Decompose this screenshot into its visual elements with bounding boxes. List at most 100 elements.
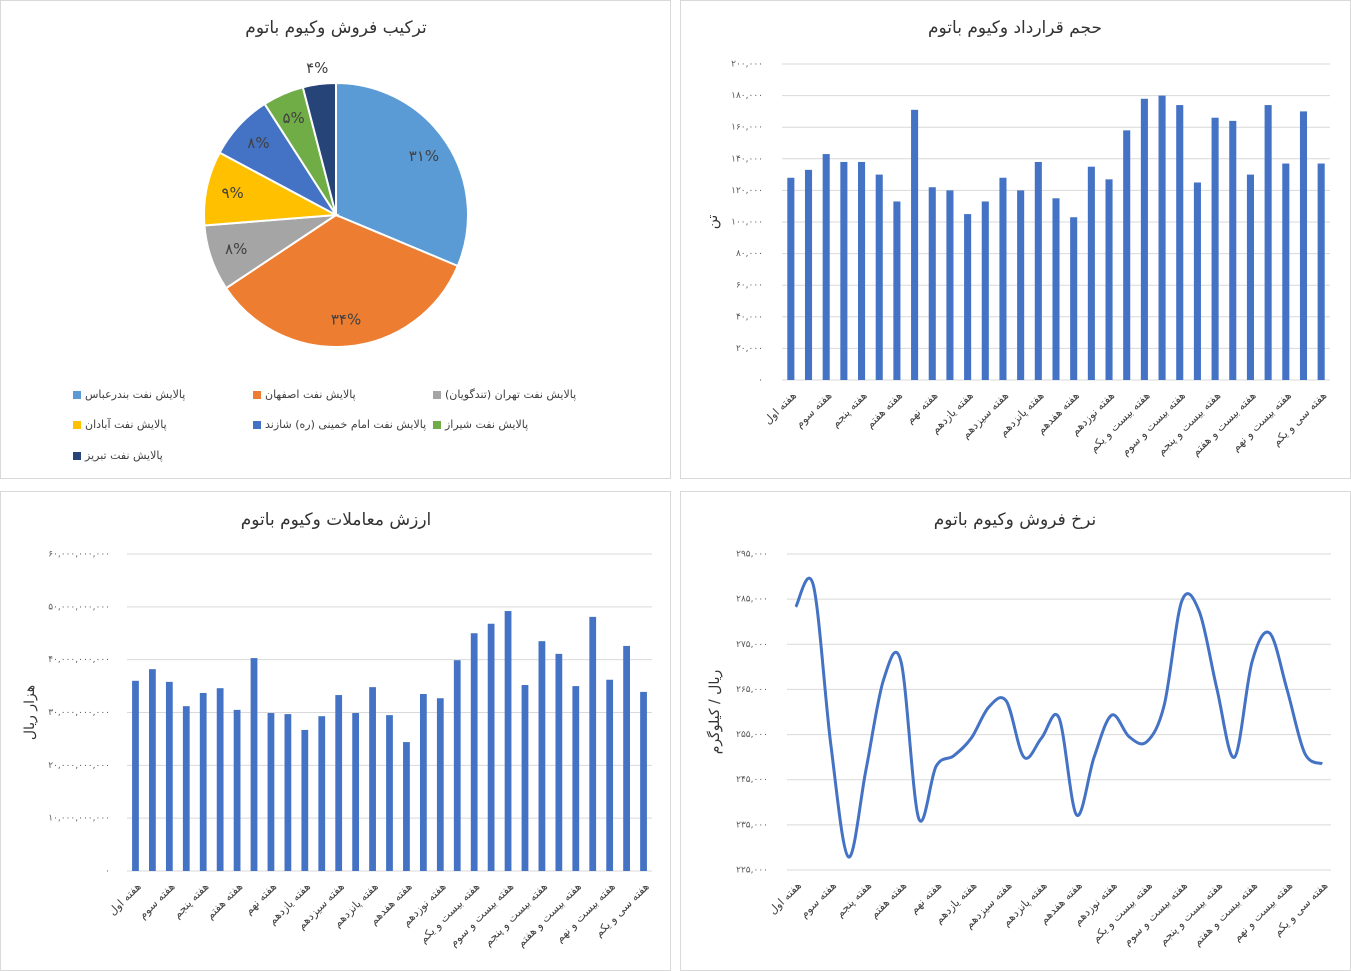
- y-tick-label: ۴۰,۰۰۰: [736, 312, 763, 322]
- y-tick-label: ۲۷۵,۰۰۰: [736, 640, 768, 650]
- bar: [182, 706, 190, 871]
- bar: [165, 681, 173, 871]
- y-axis-label: هزار ریال: [22, 685, 38, 740]
- bar: [1176, 105, 1184, 380]
- bar: [555, 653, 563, 871]
- bar: [216, 688, 224, 871]
- bar: [1229, 120, 1237, 380]
- bar: [335, 695, 343, 871]
- bar: [1123, 130, 1131, 380]
- bar: [787, 177, 795, 380]
- y-tick-label: ۱۲۰,۰۰۰: [731, 186, 763, 196]
- bar: [1052, 198, 1060, 380]
- legend-label: پالایش نفت امام خمینی (ره) شازند: [265, 418, 426, 431]
- bar: [981, 201, 989, 380]
- y-tick-label: ۶۰,۰۰۰,۰۰۰,۰۰۰: [48, 550, 110, 560]
- bar: [858, 161, 866, 380]
- bar: [911, 109, 919, 380]
- y-tick-label: ۱۰۰,۰۰۰: [731, 218, 763, 228]
- bar: [875, 174, 883, 380]
- bar: [1105, 179, 1113, 380]
- bar: [538, 641, 546, 871]
- data-label: ۸%: [247, 134, 269, 152]
- bar: [589, 616, 597, 871]
- bar: [640, 691, 647, 871]
- bar: [233, 709, 241, 871]
- bar: [804, 169, 813, 380]
- legend-label: پالایش نفت تهران (تندگویان): [445, 388, 576, 401]
- bar: [470, 633, 478, 871]
- legend-marker: [253, 421, 261, 429]
- y-axis-label: ریال / کیلوگرم: [706, 670, 723, 755]
- bar: [1140, 98, 1148, 380]
- y-tick-label: ۲۰,۰۰۰,۰۰۰,۰۰۰: [48, 761, 110, 771]
- bar: [403, 742, 410, 871]
- bar: [521, 685, 529, 871]
- bar: [999, 177, 1007, 380]
- pie-slice: [301, 81, 337, 216]
- legend-label: پالایش نفت شیراز: [444, 418, 528, 431]
- y-tick-label: ۲۳۵,۰۰۰: [736, 820, 768, 830]
- y-tick-label: ۱۴۰,۰۰۰: [731, 154, 763, 164]
- y-tick-label: ۱۶۰,۰۰۰: [731, 123, 763, 133]
- bar: [1070, 217, 1078, 380]
- bar: [1246, 174, 1254, 380]
- y-tick-label: ۱۰,۰۰۰,۰۰۰,۰۰۰: [48, 814, 110, 824]
- y-tick-label: ۲۸۵,۰۰۰: [736, 595, 768, 605]
- bar: [1317, 163, 1325, 380]
- legend-label: پالایش نفت اصفهان: [265, 388, 356, 401]
- y-tick-label: ۵۰,۰۰۰,۰۰۰,۰۰۰: [48, 602, 110, 612]
- y-axis-label: تن: [705, 215, 721, 230]
- y-tick-label: ۰: [758, 376, 763, 386]
- y-tick-label: ۲۰,۰۰۰: [736, 344, 763, 354]
- y-tick-label: ۰: [105, 867, 110, 877]
- legend-label: پالایش نفت تبریز: [84, 449, 163, 462]
- bar: [606, 679, 614, 871]
- chart-title: ارزش معاملات وکیوم باتوم: [241, 510, 432, 530]
- legend-marker: [73, 421, 81, 429]
- legend-marker: [253, 391, 261, 399]
- y-tick-label: ۲۹۵,۰۰۰: [736, 550, 768, 560]
- bar: [1193, 182, 1201, 380]
- bar: [267, 713, 275, 871]
- data-label: ۵%: [283, 109, 305, 127]
- bar: [893, 201, 901, 380]
- bar: [1034, 161, 1042, 380]
- chart-title: ترکیب فروش وکیوم باتوم: [245, 18, 427, 38]
- y-tick-label: ۴۰,۰۰۰,۰۰۰,۰۰۰: [48, 655, 110, 665]
- bar: [1158, 95, 1166, 380]
- line: [794, 576, 1324, 859]
- bar: [386, 715, 393, 871]
- legend-marker: [73, 452, 81, 460]
- bar: [623, 645, 630, 871]
- bar: [487, 623, 495, 871]
- y-tick-label: ۲۴۵,۰۰۰: [736, 775, 768, 785]
- bar: [369, 687, 376, 871]
- bar: [318, 716, 326, 871]
- legend-marker: [73, 391, 81, 399]
- bar: [352, 713, 360, 871]
- bar: [822, 154, 830, 380]
- bar: [1211, 117, 1219, 380]
- legend-marker: [433, 391, 441, 399]
- y-tick-label: ۲۵۵,۰۰۰: [736, 730, 768, 740]
- bar: [840, 161, 848, 380]
- y-tick-label: ۲۰۰,۰۰۰: [731, 60, 763, 70]
- data-label: ۳۱%: [409, 147, 439, 165]
- bar: [964, 214, 972, 380]
- y-tick-label: ۲۶۵,۰۰۰: [736, 685, 768, 695]
- bar: [572, 686, 580, 871]
- bar: [419, 694, 427, 871]
- y-tick-label: ۸۰,۰۰۰: [736, 249, 763, 259]
- bar: [250, 658, 258, 871]
- bar: [1264, 105, 1272, 380]
- bar: [1299, 111, 1308, 381]
- legend-marker: [433, 421, 441, 429]
- y-tick-label: ۶۰,۰۰۰: [736, 281, 763, 291]
- y-tick-label: ۳۰,۰۰۰,۰۰۰,۰۰۰: [48, 708, 110, 718]
- bar: [284, 714, 292, 871]
- data-label: ۸%: [225, 240, 247, 258]
- data-label: ۴%: [306, 59, 328, 77]
- pie-slice: [335, 81, 469, 268]
